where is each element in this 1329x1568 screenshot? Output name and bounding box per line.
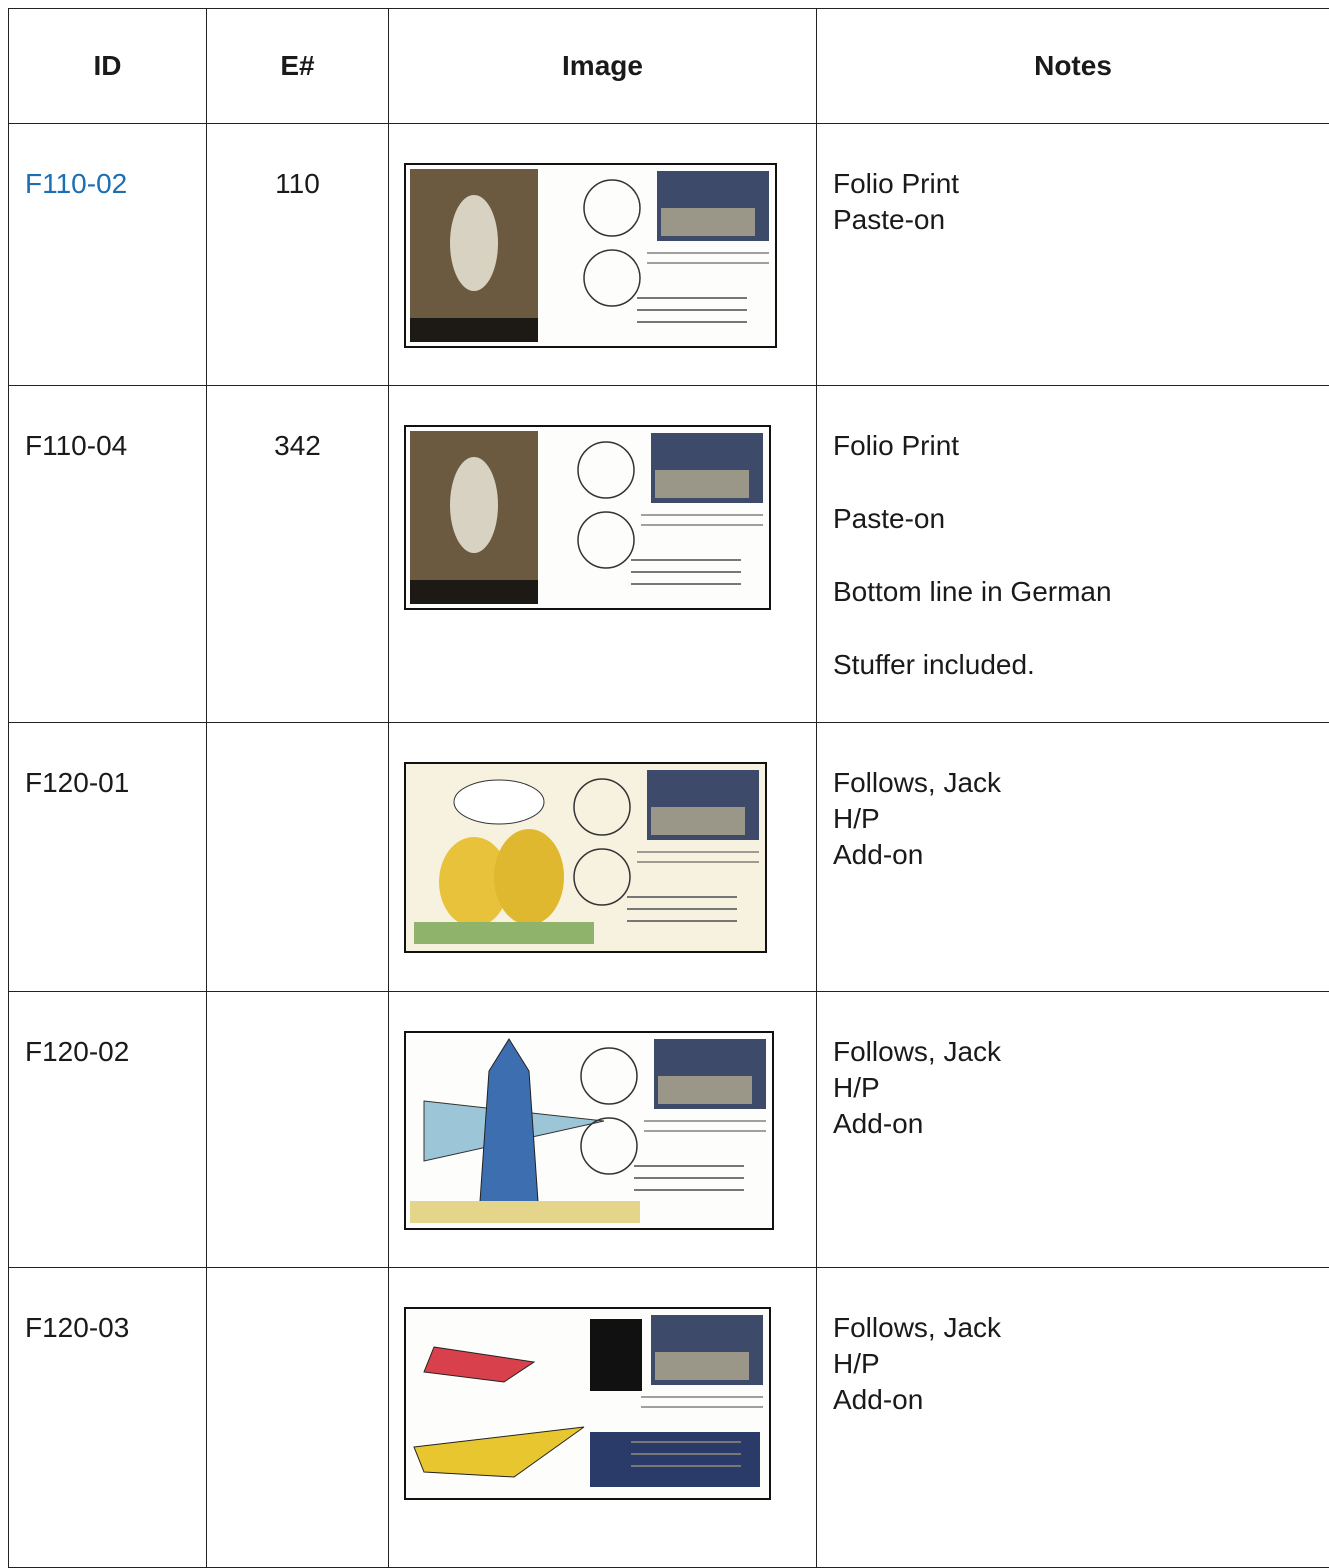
image-cell xyxy=(389,1268,817,1568)
note-line: Add-on xyxy=(833,1382,1313,1418)
note-line: H/P xyxy=(833,1070,1313,1106)
figure xyxy=(494,829,564,925)
id-cell: F120-01 xyxy=(9,723,207,992)
note-line: Add-on xyxy=(833,837,1313,873)
column-header: Notes xyxy=(817,9,1329,124)
column-header: ID xyxy=(9,9,207,124)
id-cell: F110-04 xyxy=(9,386,207,723)
note-line: Follows, Jack xyxy=(833,765,1313,801)
e-number: 110 xyxy=(275,168,320,199)
note-line: Folio Print xyxy=(833,166,1313,202)
note-line: Add-on xyxy=(833,1106,1313,1142)
id-text: F110-04 xyxy=(25,430,127,461)
e-number-cell xyxy=(207,992,389,1268)
cover-image xyxy=(404,163,777,348)
image-cell xyxy=(389,723,817,992)
cachet-banner xyxy=(410,580,538,604)
table-row: F110-04 342 Folio Print Paste-on Bottom line… xyxy=(9,386,1329,723)
notes-cell: Folio Print Paste-on Bottom line in German… xyxy=(817,386,1329,723)
cachet-banner xyxy=(410,318,538,342)
image-cell xyxy=(389,124,817,386)
note-line: Follows, Jack xyxy=(833,1034,1313,1070)
ground xyxy=(414,922,594,944)
column-header: Image xyxy=(389,9,817,124)
ground xyxy=(410,1201,640,1223)
e-number-cell xyxy=(207,723,389,992)
e-number-cell: 110 xyxy=(207,124,389,386)
e-number: 342 xyxy=(274,430,321,461)
note-line: Bottom line in German xyxy=(833,574,1313,610)
note-line: Follows, Jack xyxy=(833,1310,1313,1346)
note-line: Folio Print xyxy=(833,428,1313,464)
stamp xyxy=(590,1319,642,1391)
cover-image xyxy=(404,762,767,953)
id-cell: F120-02 xyxy=(9,992,207,1268)
stamp-moon xyxy=(655,470,749,498)
id-text: F120-02 xyxy=(25,1036,129,1067)
image-cell xyxy=(389,992,817,1268)
id-link[interactable]: F110-02 xyxy=(25,168,127,199)
e-number-cell xyxy=(207,1268,389,1568)
stamp-moon xyxy=(661,208,755,236)
id-cell: F110-02 xyxy=(9,124,207,386)
id-text: F120-03 xyxy=(25,1312,129,1343)
cover-image xyxy=(404,425,771,610)
id-text: F120-01 xyxy=(25,767,129,798)
balloon xyxy=(454,780,544,824)
e-number-cell: 342 xyxy=(207,386,389,723)
astronaut xyxy=(450,457,498,553)
cover-image xyxy=(404,1031,774,1230)
image-cell xyxy=(389,386,817,723)
note-line: H/P xyxy=(833,1346,1313,1382)
cover-image xyxy=(404,1307,771,1500)
note-line: Paste-on xyxy=(833,501,1313,537)
id-cell: F120-03 xyxy=(9,1268,207,1568)
note-line: H/P xyxy=(833,801,1313,837)
stamp-moon xyxy=(655,1352,749,1380)
stamp-moon xyxy=(651,807,745,835)
column-header: E# xyxy=(207,9,389,124)
stamp xyxy=(590,1432,760,1487)
note-line: Stuffer included. xyxy=(833,647,1313,683)
note-line: Paste-on xyxy=(833,202,1313,238)
astronaut xyxy=(450,195,498,291)
stamp-moon xyxy=(658,1076,752,1104)
